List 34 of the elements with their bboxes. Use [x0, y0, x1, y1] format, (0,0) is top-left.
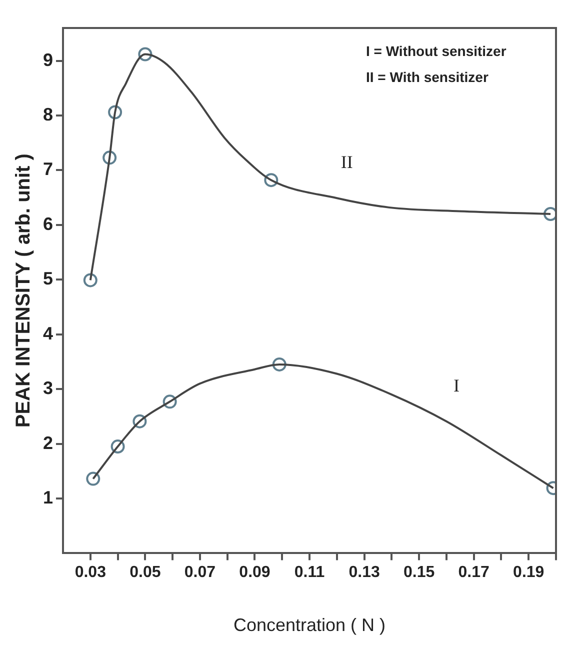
point [110, 440, 125, 454]
point [132, 414, 147, 428]
point [102, 150, 117, 165]
point [86, 472, 100, 486]
x-tick-label: 0.17 [458, 564, 490, 582]
x-tick-label: 0.19 [513, 564, 544, 582]
y-tick-label: 2 [42, 432, 54, 453]
x-axis-title: Concentration ( N ) [233, 615, 386, 636]
point [83, 273, 98, 288]
x-tick-label: 0.13 [348, 564, 380, 582]
x-tick-label: 0.15 [403, 564, 435, 582]
point [162, 394, 177, 409]
series-label: II [340, 152, 353, 172]
x-tick-label: 0.11 [294, 564, 325, 582]
x-tick-label: 0.09 [239, 564, 270, 582]
x-tick-label: 0.07 [184, 564, 216, 582]
point [272, 357, 286, 372]
y-tick-label: 8 [42, 104, 54, 124]
x-tick-label: 0.03 [74, 564, 106, 582]
point [108, 105, 122, 120]
annotation: II = With sensitizer [366, 69, 489, 85]
y-tick-label: 9 [42, 50, 54, 70]
y-tick-label: 5 [42, 268, 54, 289]
y-tick-label: 1 [42, 487, 54, 508]
x-tick-label: 0.05 [130, 564, 161, 582]
y-tick-label: 4 [42, 323, 54, 344]
y-tick-label: 3 [42, 378, 54, 398]
y-tick-label: 7 [42, 159, 54, 180]
y-tick-label: 6 [42, 214, 54, 234]
y-axis-title: PEAK INTENSITY ( arb. unit ) [12, 154, 35, 428]
series-label: I [453, 375, 460, 396]
point [138, 47, 152, 62]
annotation: I = Without sensitizer [366, 43, 507, 59]
point [264, 173, 278, 188]
